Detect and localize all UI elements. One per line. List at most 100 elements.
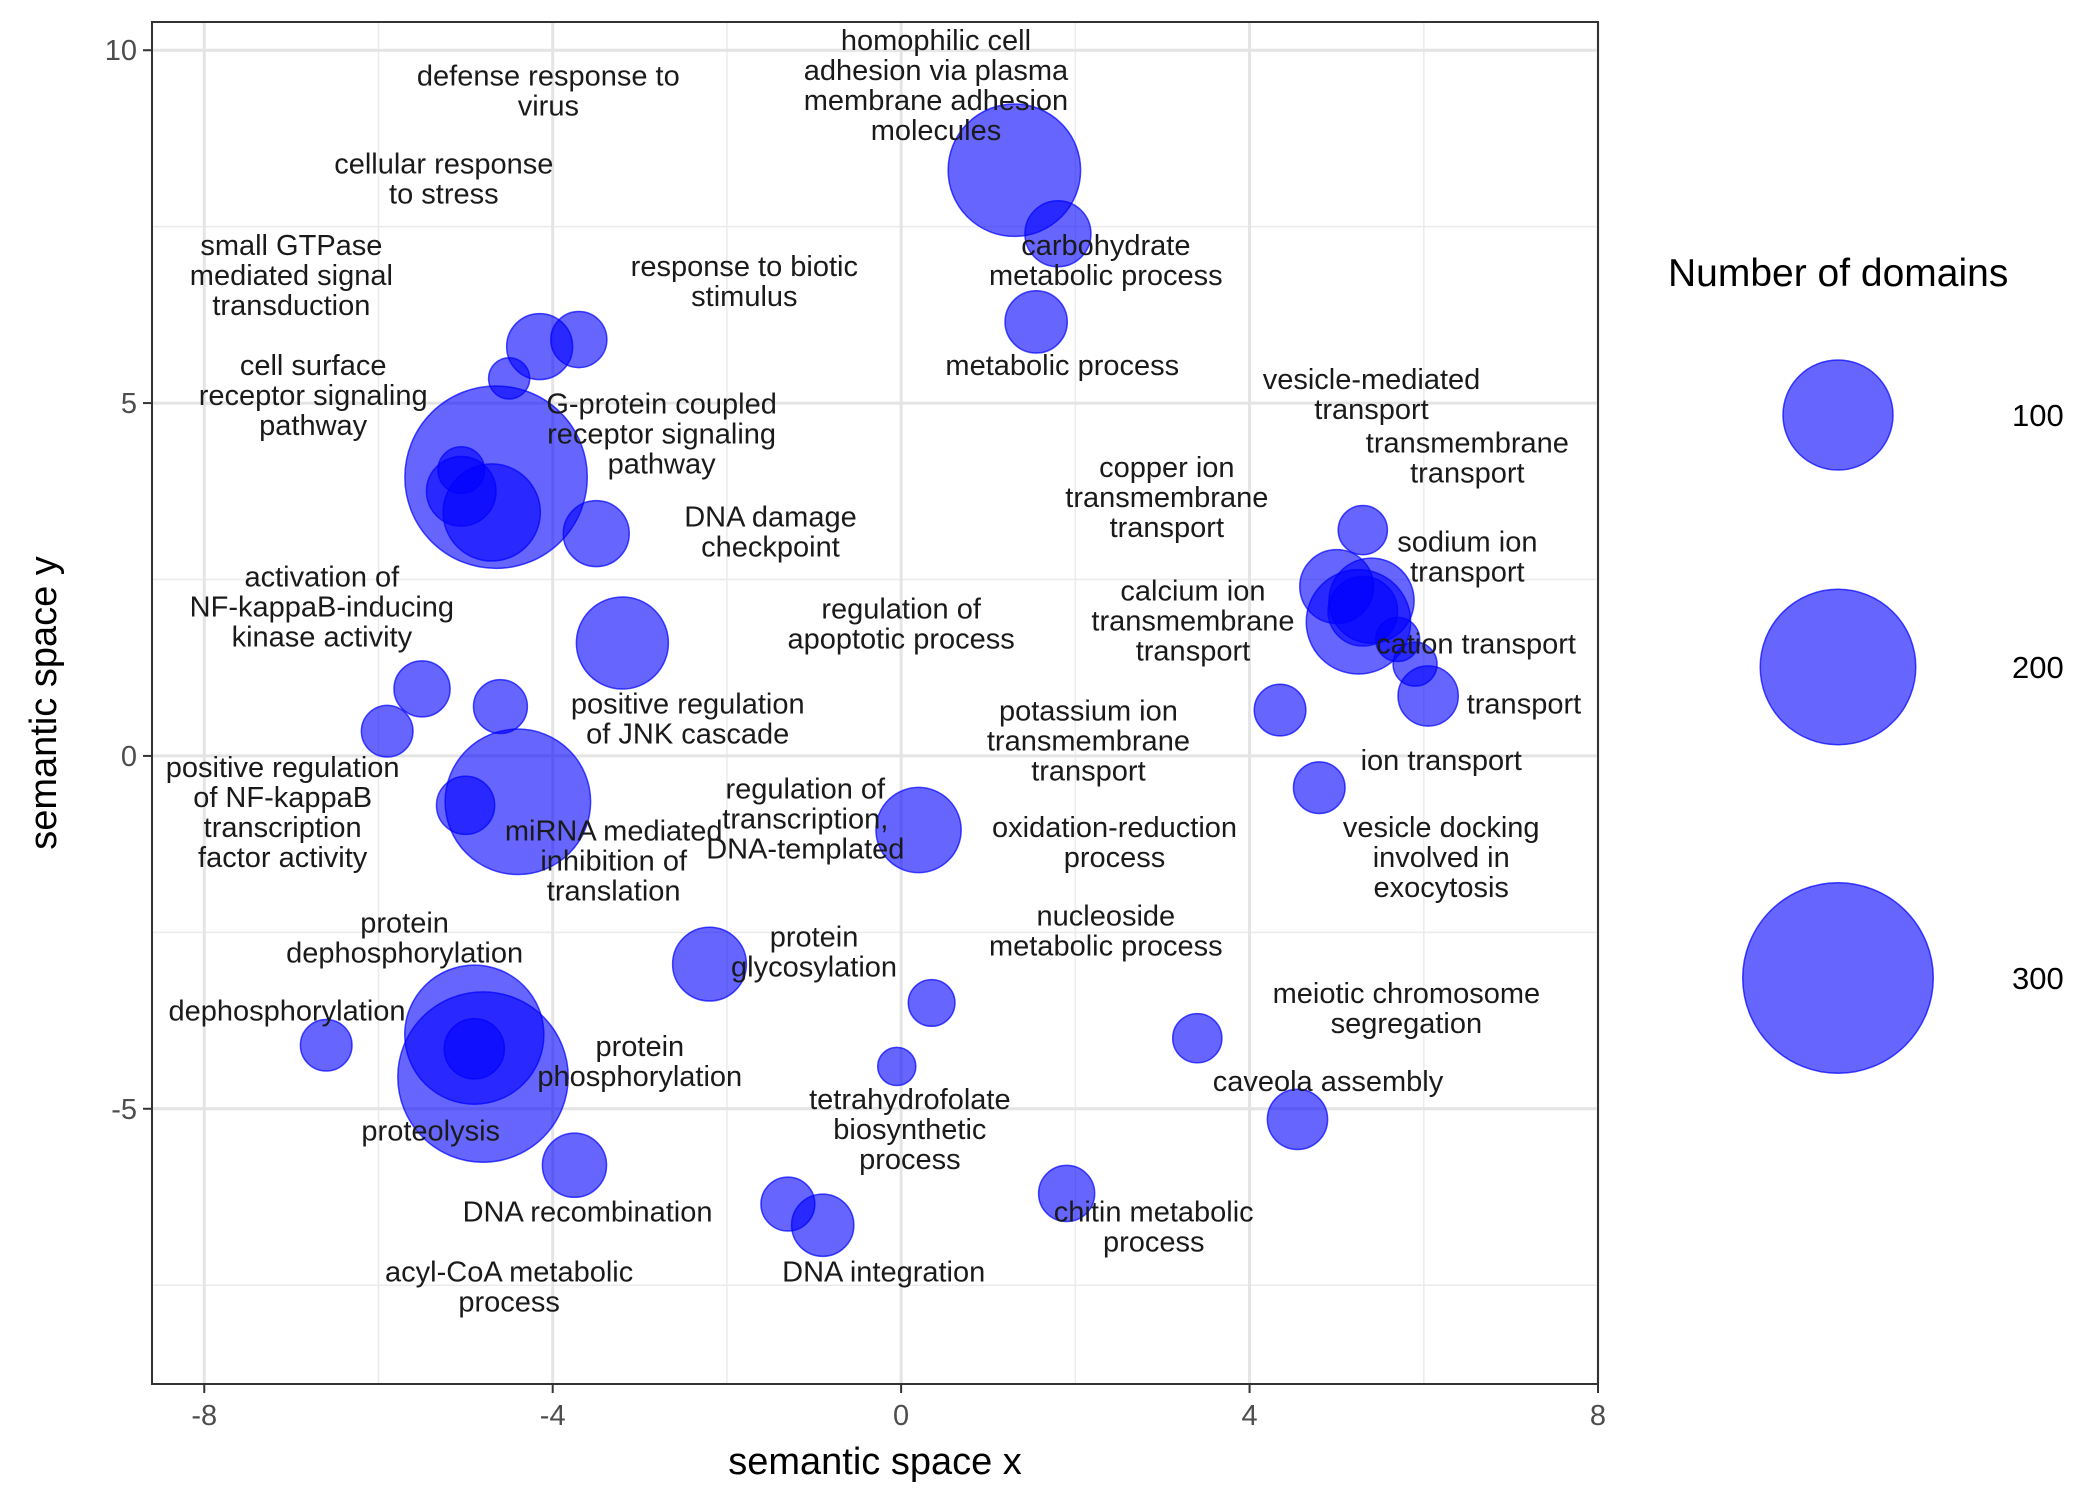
point-label-line: DNA-templated xyxy=(706,833,904,865)
point-label: nucleoside metabolic process xyxy=(989,900,1223,962)
point-label: regulation of transcription, DNA-templated xyxy=(706,773,904,865)
x-tick-label: 4 xyxy=(1241,1400,1257,1432)
point-label-line: pathway xyxy=(259,410,368,442)
bubble xyxy=(1266,1088,1329,1151)
bubble xyxy=(1171,1012,1223,1064)
point-label-line: activation of xyxy=(244,562,400,594)
size-legend: Number of domains 100 200 300 xyxy=(1668,252,2064,1075)
point-label-line: process xyxy=(1103,1227,1205,1259)
y-tick-label: 0 xyxy=(121,741,137,773)
point-label-line: virus xyxy=(518,91,579,123)
point-label: proteolysis xyxy=(361,1116,500,1148)
point-label-line: factor activity xyxy=(198,842,368,874)
point-label: transport xyxy=(1467,689,1581,721)
point-label-line: acyl-CoA metabolic xyxy=(385,1257,633,1289)
legend-key-bubble xyxy=(1741,881,1935,1075)
bubble xyxy=(562,499,631,568)
point-label-line: transduction xyxy=(212,290,370,322)
point-label-line: kinase activity xyxy=(232,622,413,654)
point-label-line: process xyxy=(859,1144,961,1176)
point-label-line: vesicle-mediated xyxy=(1263,364,1481,396)
point-label: protein phosphorylation xyxy=(537,1031,742,1093)
point-label: copper ion transmembrane transport xyxy=(1065,452,1268,544)
point-label-line: receptor signaling xyxy=(547,419,776,451)
point-label: calcium ion transmembrane transport xyxy=(1091,576,1294,668)
point-label-line: copper ion xyxy=(1099,452,1234,484)
point-label-line: process xyxy=(458,1287,560,1319)
point-label-line: transport xyxy=(1410,457,1524,489)
bubble xyxy=(472,678,529,735)
x-tick-label: -4 xyxy=(540,1400,566,1432)
point-label-line: miRNA mediated xyxy=(505,816,723,848)
legend-key-bubble xyxy=(1759,588,1917,746)
point-label-line: positive regulation xyxy=(571,689,805,721)
point-label-line: protein xyxy=(595,1031,684,1063)
point-label-line: transmembrane xyxy=(1065,482,1268,514)
point-label-line: calcium ion xyxy=(1120,576,1265,608)
point-label: response to biotic stimulus xyxy=(631,251,858,313)
panel-border xyxy=(151,21,1599,1385)
point-label-line: transmembrane xyxy=(1366,427,1569,459)
bubble xyxy=(1337,504,1389,556)
point-label-line: apoptotic process xyxy=(787,623,1014,655)
point-label: regulation of apoptotic process xyxy=(787,593,1014,655)
legend-key-label: 200 xyxy=(2012,650,2064,685)
point-label: cell surface receptor signaling pathway xyxy=(199,350,428,442)
bubble xyxy=(437,446,486,495)
point-label: dephosphorylation xyxy=(169,996,406,1028)
point-label-line: translation xyxy=(547,876,681,908)
y-axis-title: semantic space y xyxy=(23,556,65,850)
bubble xyxy=(550,310,608,369)
point-label-line: defense response to xyxy=(417,61,680,93)
point-label-line: dephosphorylation xyxy=(286,937,523,969)
bubble xyxy=(875,786,962,874)
point-label-line: cell surface xyxy=(240,350,387,382)
point-label-line: dephosphorylation xyxy=(169,996,406,1028)
bubble-layer xyxy=(299,103,1460,1258)
point-label-line: proteolysis xyxy=(361,1116,500,1148)
point-label: G-protein coupled receptor signaling pathw… xyxy=(546,389,777,481)
point-label: vesicle docking involved in exocytosis xyxy=(1343,812,1540,904)
point-label-line: regulation of xyxy=(821,593,982,625)
y-tick-label: 10 xyxy=(105,35,137,67)
point-label-line: transport xyxy=(1314,394,1428,426)
bubble xyxy=(360,704,414,758)
point-label-line: transport xyxy=(1410,556,1524,588)
point-label-line: stimulus xyxy=(691,281,797,313)
point-label-line: adhesion via plasma xyxy=(804,55,1069,87)
point-label: cation transport xyxy=(1376,629,1576,661)
point-label-line: vesicle docking xyxy=(1343,812,1540,844)
bubble xyxy=(299,1018,353,1072)
point-label: protein dephosphorylation xyxy=(286,907,523,969)
point-label: positive regulation of JNK cascade xyxy=(571,689,805,751)
point-label: transmembrane transport xyxy=(1366,427,1569,489)
bubble xyxy=(907,978,956,1028)
point-label-line: membrane adhesion xyxy=(804,85,1068,117)
point-label: activation of NF-kappaB-inducing kinase ac… xyxy=(190,562,454,654)
point-label-line: potassium ion xyxy=(999,696,1178,728)
bubble xyxy=(487,357,531,400)
point-label: positive regulation of NF-kappaB transcrip… xyxy=(166,752,400,874)
bubble xyxy=(1292,761,1346,815)
x-axis-title: semantic space x xyxy=(728,1441,1022,1483)
bubble xyxy=(1397,665,1460,727)
y-tick-label: -5 xyxy=(111,1094,137,1126)
point-label-line: transport xyxy=(1110,512,1224,544)
point-label: DNA recombination xyxy=(463,1197,713,1229)
point-label-line: carbohydrate xyxy=(1021,230,1190,262)
point-label: caveola assembly xyxy=(1213,1066,1444,1098)
point-label-line: metabolic process xyxy=(989,260,1223,292)
point-label-line: transport xyxy=(1136,636,1250,668)
point-label: ion transport xyxy=(1361,745,1522,777)
point-label: DNA integration xyxy=(782,1257,985,1289)
point-label: homophilic cell adhesion via plasma membra… xyxy=(804,25,1069,147)
point-label: sodium ion transport xyxy=(1397,526,1537,588)
point-label-line: DNA integration xyxy=(782,1257,985,1289)
bubble xyxy=(876,1046,917,1087)
point-label: chitin metabolic process xyxy=(1054,1197,1254,1259)
bubble xyxy=(1024,199,1092,268)
point-label: DNA damage checkpoint xyxy=(684,502,857,564)
point-label-line: ion transport xyxy=(1361,745,1522,777)
point-label-line: transcription xyxy=(204,812,362,844)
